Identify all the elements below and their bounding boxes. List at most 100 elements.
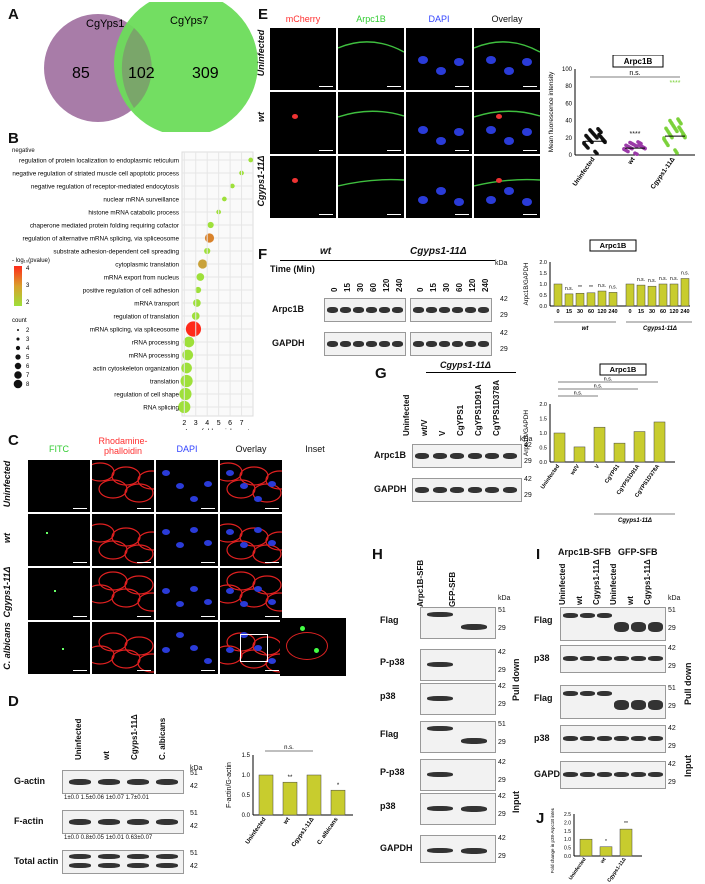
i-blot <box>560 725 666 753</box>
nucleus-dot <box>254 645 262 651</box>
scale-bar <box>319 214 333 215</box>
c-micrograph <box>92 622 154 674</box>
i-blot <box>560 761 666 789</box>
g-marker: 29 <box>524 492 532 499</box>
h-marker: 29 <box>498 701 506 708</box>
e-col-header: DAPI <box>428 14 450 24</box>
venn-diagram: CgYps1 CgYps7 85 102 309 <box>44 2 258 132</box>
j-ylabel: Fold change in p38-Arpc1B interaction <box>550 808 555 873</box>
actin-stain <box>92 523 154 564</box>
go-term-label: actin cytoskeleton organization <box>93 366 180 373</box>
f-bar-label: n.s. <box>598 283 606 289</box>
scale-bar <box>523 214 537 215</box>
f-xtick: 30 <box>649 309 655 315</box>
i-blot <box>560 685 666 719</box>
go-term-label: regulation of alternative mRNA splicing,… <box>23 236 180 243</box>
nucleus-dot <box>176 601 184 607</box>
nucleus-dot <box>254 496 262 502</box>
e-point <box>622 147 626 152</box>
i-band <box>648 700 663 710</box>
d-band <box>98 779 120 785</box>
f-marker: 42 <box>500 330 508 337</box>
j-bar <box>599 846 613 857</box>
h-blot <box>420 721 496 753</box>
scale-bar <box>137 616 151 617</box>
nucleus-dot <box>162 470 170 476</box>
d-marker: 42 <box>190 823 198 830</box>
h-row-label: Flag <box>380 615 399 625</box>
d-bar <box>306 774 322 816</box>
d-bar-chart: 0.0 0.5 1.0 1.5 F-actin/G-actin Uninfected ** w… <box>226 745 353 848</box>
h-marker: 51 <box>498 607 506 614</box>
f-time: 0 <box>416 287 425 292</box>
i-marker: 29 <box>668 703 676 710</box>
f-bar <box>608 292 618 307</box>
scale-bar <box>455 150 469 151</box>
c-row-label: C. albicans <box>2 622 12 670</box>
i-band <box>563 613 578 618</box>
c-micrograph <box>28 568 90 620</box>
h-blot <box>420 835 496 863</box>
i-band <box>580 656 595 661</box>
nucleus-dot <box>176 542 184 548</box>
f-ytick: 0.5 <box>539 293 547 299</box>
mcherry-dot <box>292 114 298 119</box>
e-micrograph <box>338 156 404 218</box>
actin-stain <box>92 571 154 612</box>
h-band <box>427 726 453 731</box>
h-marker: 29 <box>498 853 506 860</box>
go-term-label: mRNA export from nucleus <box>104 275 179 282</box>
e-xtick: Cgyps1-11Δ <box>650 156 677 191</box>
nucleus-dot <box>204 599 212 605</box>
d-bar <box>282 781 298 816</box>
mcherry-dot <box>496 114 502 119</box>
panel-c-grid: FITC Rhodamine- phalloidin DAPI Overlay Inse… <box>2 436 395 676</box>
actin-stain <box>92 632 154 673</box>
i-lane-label: wt <box>575 596 584 605</box>
i-blot <box>560 645 666 673</box>
g-band <box>485 453 499 459</box>
f-ytick: 0.0 <box>539 304 547 310</box>
d-ytick: 0.5 <box>242 793 251 799</box>
d-f-quant: 1±0.0 0.8±0.05 1±0.01 0.63±0.07 <box>64 835 153 841</box>
d-marker: 51 <box>190 810 198 817</box>
d-band <box>69 819 91 825</box>
i-band <box>631 656 646 661</box>
f-marker: 29 <box>500 346 508 353</box>
nucleus-dot <box>240 483 248 489</box>
h-side-label: Pull down <box>511 658 521 702</box>
d-blots: G-actin 51 42 F-actin 51 42 Total actin 51 42 1±0… <box>0 770 240 880</box>
panel-label-h: H <box>372 546 383 563</box>
go-bubble <box>193 299 201 307</box>
h-marker: 42 <box>498 793 506 800</box>
go-count-dot <box>15 354 21 360</box>
f-bar-chart: Arpc1B 0.0 0.5 1.0 1.5 2.0 Arpc1B/GAPDH 0 n.s. 15… <box>524 239 692 332</box>
f-xtick: 60 <box>588 309 594 315</box>
panel-label-a: A <box>8 6 19 23</box>
f-marker: 29 <box>500 312 508 319</box>
i-marker: 29 <box>668 779 676 786</box>
go-bubble <box>204 233 215 243</box>
j-star: * <box>605 839 607 845</box>
f-bar <box>564 293 574 307</box>
f-band <box>413 341 424 347</box>
g-row-label: GAPDH <box>374 484 407 494</box>
i-band <box>614 772 629 777</box>
nucleus-dot <box>436 67 446 75</box>
f-kda: kDa <box>495 260 508 267</box>
f-time: 240 <box>481 278 490 292</box>
i-band <box>648 772 663 777</box>
h-blots: Arpc1B-SFB GFP-SFB kDa Flag 51 29 P-p38 42 29 p38… <box>380 545 525 875</box>
i-row-label: Flag <box>534 615 553 625</box>
i-lane-label: Uninfected <box>558 563 567 605</box>
e-col-header: Arpc1B <box>356 14 386 24</box>
inset-box <box>240 634 268 662</box>
f-time: 240 <box>395 278 404 292</box>
i-band <box>580 613 595 618</box>
d-marker: 51 <box>190 770 198 777</box>
i-marker: 51 <box>668 685 676 692</box>
d-kda: kDa <box>190 765 203 772</box>
h-marker: 29 <box>498 777 506 784</box>
h-band <box>461 738 487 744</box>
f-time: 15 <box>429 283 438 292</box>
